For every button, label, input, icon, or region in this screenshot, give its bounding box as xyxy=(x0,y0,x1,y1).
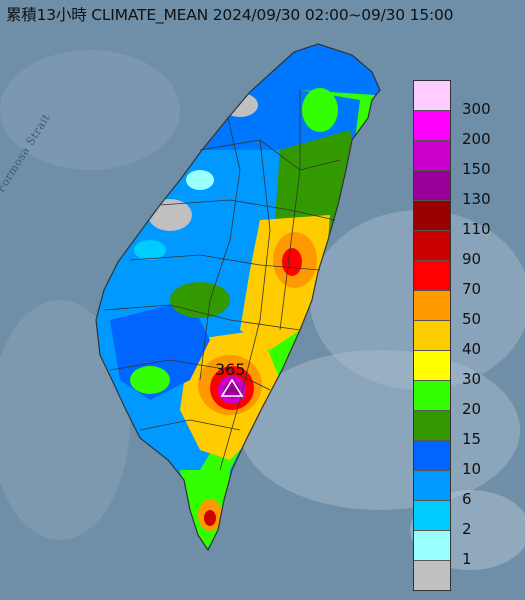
cloud xyxy=(0,300,130,540)
legend-swatch xyxy=(414,531,450,561)
legend-swatch xyxy=(414,111,450,141)
legend-label: 70 xyxy=(462,280,482,298)
legend-swatch xyxy=(414,261,450,291)
legend-swatch xyxy=(414,351,450,381)
legend-swatch xyxy=(414,231,450,261)
legend-label: 30 xyxy=(462,370,482,388)
legend-swatch xyxy=(414,501,450,531)
legend-swatch xyxy=(414,291,450,321)
triangle-icon xyxy=(220,378,244,397)
max-station-value: 365 xyxy=(215,360,246,379)
legend-swatch xyxy=(414,141,450,171)
legend-swatch xyxy=(414,441,450,471)
legend-swatch xyxy=(414,171,450,201)
legend-label: 6 xyxy=(462,490,472,508)
cloud xyxy=(0,50,180,170)
map-title: 累積13小時 CLIMATE_MEAN 2024/09/30 02:00~09/… xyxy=(6,6,454,24)
legend-swatch xyxy=(414,381,450,411)
legend-swatch xyxy=(414,411,450,441)
color-legend xyxy=(413,80,451,591)
legend-label: 10 xyxy=(462,460,482,478)
legend-label: 300 xyxy=(462,100,491,118)
legend-label: 90 xyxy=(462,250,482,268)
legend-swatch xyxy=(414,81,450,111)
legend-swatch xyxy=(414,201,450,231)
legend-label: 2 xyxy=(462,520,472,538)
legend-label: 150 xyxy=(462,160,491,178)
legend-swatch xyxy=(414,471,450,501)
legend-label: 15 xyxy=(462,430,482,448)
legend-swatch xyxy=(414,561,450,590)
legend-label: 200 xyxy=(462,130,491,148)
legend-label: 40 xyxy=(462,340,482,358)
legend-label: 20 xyxy=(462,400,482,418)
legend-swatch xyxy=(414,321,450,351)
county-boundaries xyxy=(95,43,381,552)
legend-label: 1 xyxy=(462,550,472,568)
legend-label: 110 xyxy=(462,220,491,238)
legend-label: 130 xyxy=(462,190,491,208)
legend-label: 50 xyxy=(462,310,482,328)
